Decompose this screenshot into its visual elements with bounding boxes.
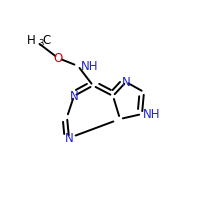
- Text: O: O: [53, 51, 63, 64]
- Text: N: N: [70, 90, 78, 102]
- Text: C: C: [42, 34, 50, 47]
- Text: NH: NH: [80, 60, 98, 72]
- Text: 3: 3: [38, 39, 43, 48]
- Text: H: H: [27, 34, 36, 47]
- Text: N: N: [65, 132, 73, 144]
- Text: N: N: [122, 75, 130, 88]
- Text: NH: NH: [143, 108, 160, 120]
